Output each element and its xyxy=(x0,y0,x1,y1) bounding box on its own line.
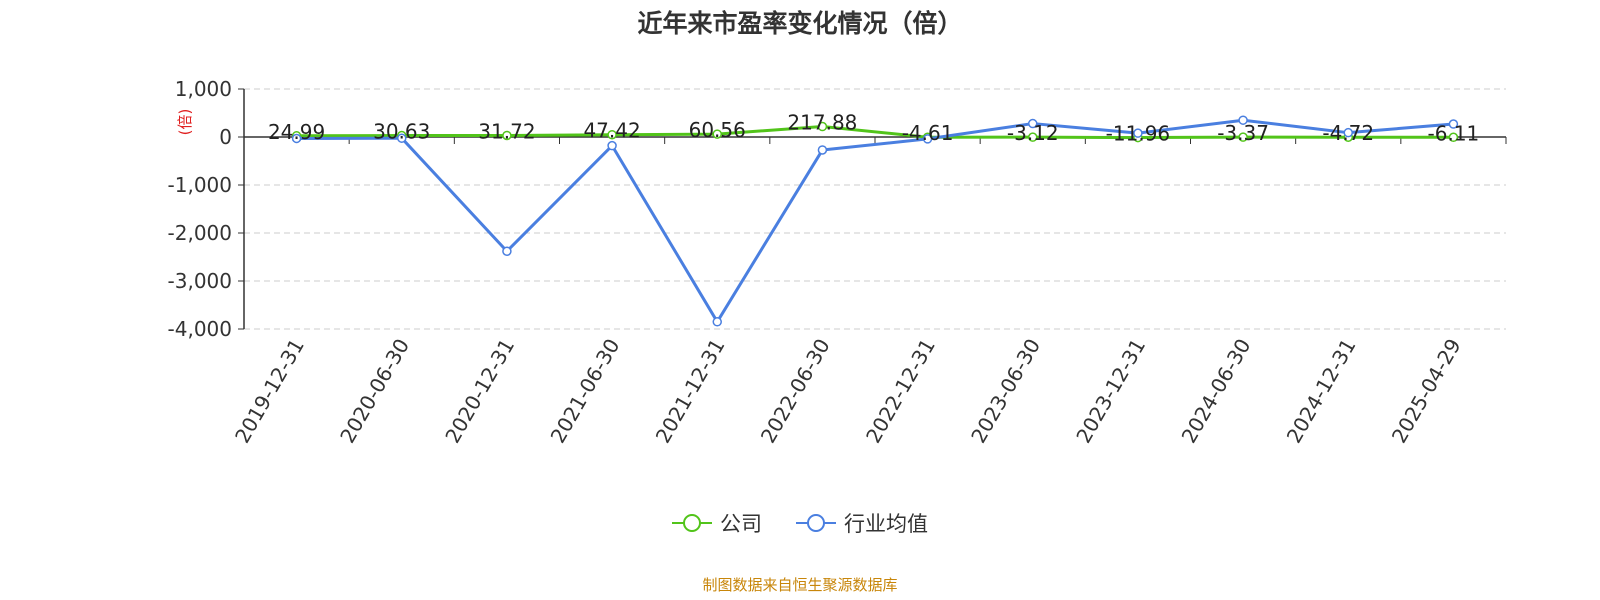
data-label: -4.61 xyxy=(902,121,954,145)
series-0-point[interactable] xyxy=(607,129,617,140)
series-0-point[interactable] xyxy=(502,130,512,141)
series-1-point[interactable] xyxy=(1448,119,1459,129)
x-tick-label: 2024-06-30 xyxy=(1177,335,1256,448)
data-label: 217.88 xyxy=(787,111,857,135)
y-tick-label: -2,000 xyxy=(168,221,232,245)
series-1-point[interactable] xyxy=(817,145,828,155)
data-label: -11.96 xyxy=(1106,122,1170,146)
x-tick-label: 2021-06-30 xyxy=(546,335,625,448)
series-0-point[interactable] xyxy=(817,121,828,132)
data-label: 24.99 xyxy=(268,120,325,144)
data-label: 60.56 xyxy=(689,118,746,142)
legend-marker-company-icon xyxy=(672,514,712,532)
series-1-point[interactable] xyxy=(922,134,933,144)
data-label: -3.37 xyxy=(1217,121,1269,145)
legend-item-company[interactable]: 公司 xyxy=(672,508,762,538)
x-tick-label: 2020-06-30 xyxy=(335,335,414,448)
series-0-point[interactable] xyxy=(1028,132,1038,142)
x-tick-label: 2024-12-31 xyxy=(1282,335,1361,448)
series-1-point[interactable] xyxy=(502,246,512,256)
y-tick-label: -1,000 xyxy=(168,173,232,197)
data-label: -3.12 xyxy=(1007,121,1059,145)
x-tick-label: 2020-12-31 xyxy=(440,335,519,448)
y-tick-label: 0 xyxy=(219,125,232,149)
x-tick-label: 2023-06-30 xyxy=(966,335,1045,448)
y-tick-label: -4,000 xyxy=(168,317,232,341)
legend-marker-industry-icon xyxy=(796,514,836,532)
x-tick-label: 2025-04-29 xyxy=(1387,335,1466,448)
legend: 公司 行业均值 xyxy=(0,508,1600,538)
x-tick-label: 2022-06-30 xyxy=(756,335,835,448)
grid-lines xyxy=(244,88,1506,330)
x-tick-label: 2022-12-31 xyxy=(861,334,940,447)
x-tick-label: 2021-12-31 xyxy=(651,335,730,448)
series-1-point[interactable] xyxy=(712,317,722,327)
series-0-point[interactable] xyxy=(1238,132,1248,142)
series-1-point[interactable] xyxy=(1343,127,1353,138)
legend-label-company: 公司 xyxy=(720,512,762,536)
series-1-point[interactable] xyxy=(291,133,302,144)
legend-label-industry: 行业均值 xyxy=(844,512,928,536)
series xyxy=(291,115,1459,327)
legend-item-industry[interactable]: 行业均值 xyxy=(796,508,928,538)
series-1-point[interactable] xyxy=(397,133,407,143)
y-tick-label: -3,000 xyxy=(168,269,232,293)
series-1-point[interactable] xyxy=(1238,115,1248,125)
data-labels: 24.99 30.63 31.72 47.42 60.56 217.88 -4.61 -3.1… xyxy=(268,111,1479,146)
series-line-0 xyxy=(296,125,1454,140)
y-tick-label: 1,000 xyxy=(175,77,232,101)
data-label: -4.72 xyxy=(1322,121,1374,145)
y-axis-label: (倍) xyxy=(176,109,194,136)
series-0-point[interactable] xyxy=(712,129,722,139)
source-note: 制图数据来自恒生聚源数据库 xyxy=(702,576,898,594)
chart-title: 近年来市盈率变化情况（倍） xyxy=(637,9,963,38)
series-1-point[interactable] xyxy=(1133,128,1143,138)
x-tick-label: 2019-12-31 xyxy=(230,335,309,448)
series-0-point[interactable] xyxy=(1448,132,1459,143)
series-1-point[interactable] xyxy=(1028,118,1038,129)
x-tick-label: 2023-12-31 xyxy=(1071,335,1150,448)
data-label: 30.63 xyxy=(373,120,430,144)
data-label: 31.72 xyxy=(478,119,535,143)
series-1-point[interactable] xyxy=(607,140,617,151)
data-label: -6.11 xyxy=(1428,121,1480,145)
data-label: 47.42 xyxy=(583,119,640,143)
series-line-1 xyxy=(296,118,1454,324)
